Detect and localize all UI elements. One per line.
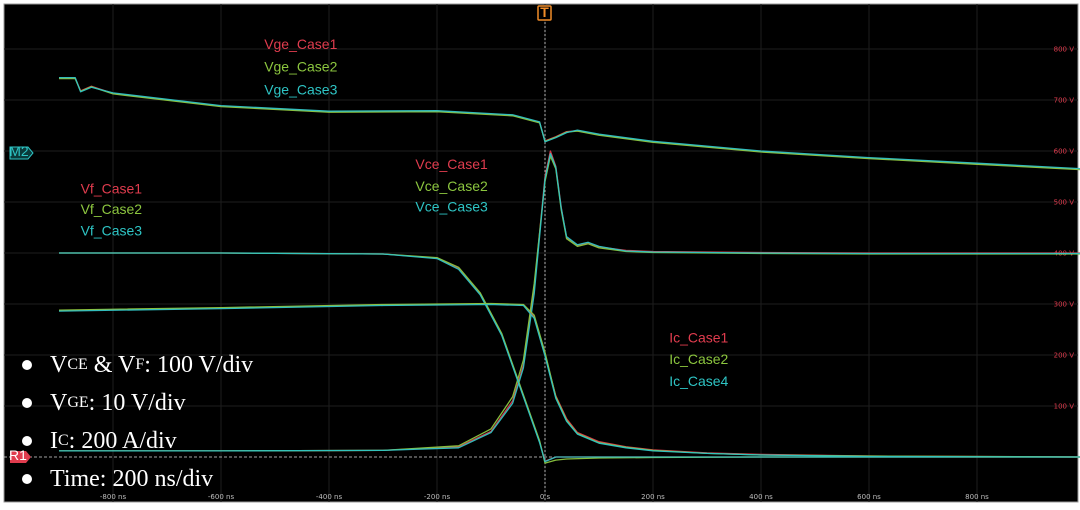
trace-ic-case4 [58, 303, 1080, 458]
x-tick-label: -800 ns [100, 493, 127, 501]
trace-label: Ic_Case1 [669, 329, 728, 345]
note-vge: V GE: 10 V/div [22, 384, 253, 422]
y-tick-label: 300 V [1054, 301, 1075, 309]
trace-vce-case3 [59, 152, 1080, 452]
x-tick-label: 0 s [540, 493, 551, 501]
bullet-icon [22, 360, 32, 370]
trace-label: Vf_Case3 [81, 223, 143, 239]
y-tick-label: 800 V [1054, 46, 1075, 54]
x-tick-label: -200 ns [424, 493, 451, 501]
y-tick-label: 100 V [1054, 403, 1075, 411]
waveform-traces [58, 76, 1080, 464]
x-tick-label: 200 ns [641, 493, 665, 501]
x-tick-label: 400 ns [749, 493, 773, 501]
trace-label: Vce_Case2 [415, 178, 488, 194]
trace-label: Vf_Case2 [81, 201, 143, 217]
x-tick-label: 800 ns [965, 493, 989, 501]
y-tick-label: 200 V [1054, 352, 1075, 360]
x-tick-label: -400 ns [316, 493, 343, 501]
trace-label: Vce_Case3 [415, 199, 488, 215]
bullet-icon [22, 474, 32, 484]
y-tick-label: 600 V [1054, 148, 1075, 156]
trigger-marker[interactable]: T [537, 4, 552, 21]
trace-vge-case3 [59, 76, 1080, 170]
trace-label: Ic_Case4 [669, 373, 728, 389]
bullet-icon [22, 436, 32, 446]
trace-labels: Vge_Case1 Vge_Case2 Vge_Case3 Vce_Case1 Vce_… [81, 36, 729, 389]
bullet-icon [22, 398, 32, 408]
trace-label: Ic_Case2 [669, 351, 728, 367]
r1-marker[interactable]: R1 [9, 447, 31, 463]
m2-marker-label: M2 [9, 143, 29, 159]
trace-label: Vge_Case1 [264, 36, 337, 52]
trace-label: Vf_Case1 [81, 180, 143, 196]
y-tick-label: 700 V [1054, 97, 1075, 105]
trace-vf-case3 [59, 252, 1080, 463]
trace-label: Vce_Case1 [415, 156, 488, 172]
x-tick-label: -600 ns [208, 493, 235, 501]
y-tick-label: 500 V [1054, 199, 1075, 207]
m2-marker[interactable]: M2 [9, 143, 34, 160]
note-time: Time: 200 ns/div [22, 460, 253, 498]
trace-label: Vge_Case3 [264, 81, 337, 97]
trigger-marker-label: T [540, 4, 549, 20]
x-tick-label: 600 ns [857, 493, 881, 501]
x-tick-labels: -800 ns -600 ns -400 ns -200 ns 0 s 200 ns 400… [100, 493, 989, 501]
r1-marker-label: R1 [9, 447, 27, 463]
trace-label: Vge_Case2 [264, 58, 337, 74]
